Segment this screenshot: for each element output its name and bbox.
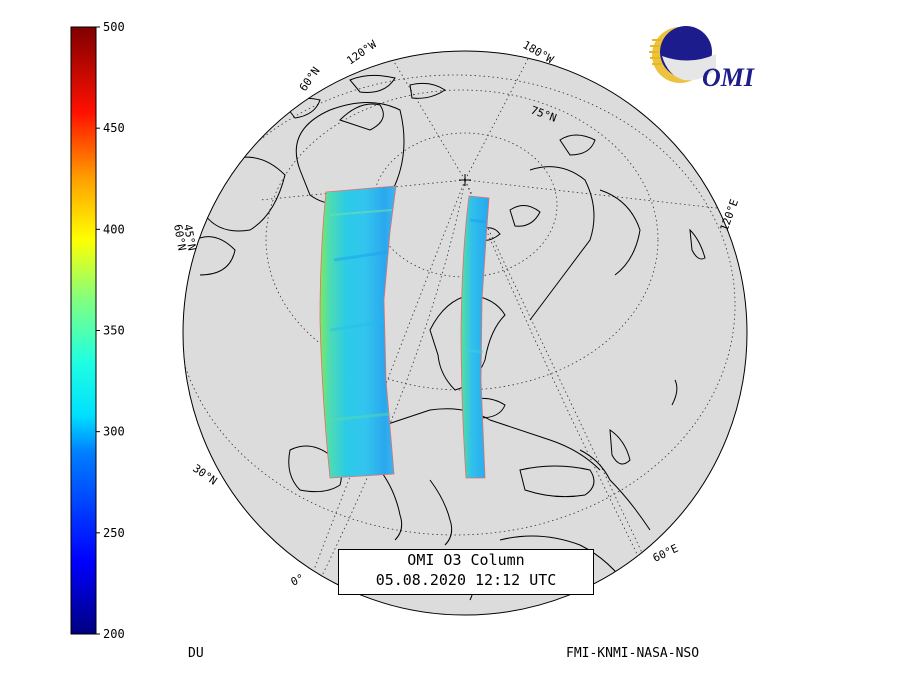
label-60n-top: 60°N [297, 65, 323, 94]
unit-label: DU [188, 646, 204, 661]
swath-right [460, 195, 490, 479]
colorbar-tick-label: 350 [103, 324, 125, 338]
title-line2: 05.08.2020 12:12 UTC [375, 571, 557, 589]
colorbar-tick-label: 300 [103, 425, 125, 439]
title-box: OMI O3 Column 05.08.2020 12:12 UTC [338, 549, 594, 595]
colorbar-tick-label: 200 [103, 627, 125, 641]
colorbar-ticks: 500 450 400 350 300 250 200 [96, 20, 125, 641]
logo-text: OMI [702, 63, 755, 92]
label-60e: 60°E [651, 542, 681, 565]
label-120w: 120°W [344, 38, 379, 68]
label-30n: 30°N [190, 462, 219, 488]
label-0: 0° [289, 571, 307, 588]
swath-left [319, 185, 397, 479]
colorbar-tick-label: 450 [103, 121, 125, 135]
label-45n: 45°N [181, 223, 198, 251]
label-60n-left: 60°N [171, 223, 188, 251]
title-line1: OMI O3 Column [407, 551, 525, 569]
colorbar: 500 450 400 350 300 250 200 [70, 20, 125, 641]
omi-logo: OMI [649, 26, 755, 92]
colorbar-tick-label: 500 [103, 20, 125, 34]
colorbar-tick-label: 250 [103, 526, 125, 540]
north-pole-marker [459, 174, 471, 186]
credits-label: FMI-KNMI-NASA-NSO [566, 646, 700, 661]
colorbar-tick-label: 400 [103, 222, 125, 236]
